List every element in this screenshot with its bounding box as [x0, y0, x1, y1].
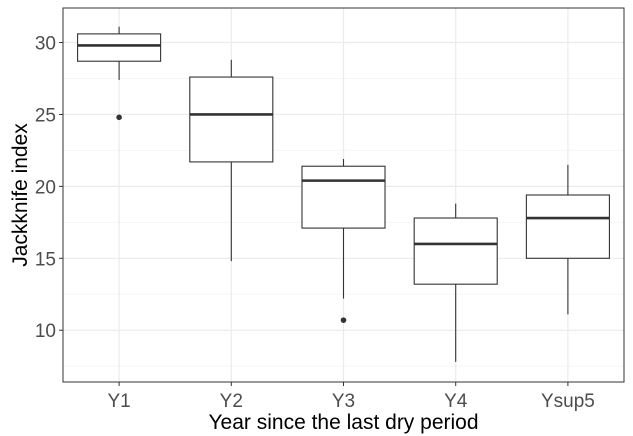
box-Y2 [189, 59, 274, 262]
y-tick-label: 15 [35, 249, 56, 270]
box-Y1 [77, 26, 162, 121]
x-tick-label: Ysup5 [541, 391, 595, 412]
y-tick-label: 30 [35, 34, 56, 55]
outlier-point [116, 114, 122, 121]
box-iqr [77, 33, 162, 62]
axis-ticks: 10 15 20 25 30 Y1 Y2 Y3 Y4 Ysup5 [35, 34, 595, 412]
x-tick-label: Y1 [107, 391, 130, 412]
y-tick-label: 25 [35, 105, 56, 126]
box-Y4 [413, 203, 498, 362]
y-tick-label: 10 [35, 321, 56, 342]
outlier-point [340, 317, 347, 323]
box-Y3 [301, 159, 386, 323]
x-tick-label: Y4 [444, 391, 468, 412]
box-iqr [189, 76, 274, 163]
box-iqr [413, 217, 498, 285]
boxplots [77, 26, 610, 362]
y-axis-title: Jackknife index [9, 123, 32, 267]
x-tick-label: Y2 [220, 391, 243, 412]
y-tick-label: 20 [35, 177, 56, 198]
box-iqr [525, 194, 610, 259]
box-Ysup5 [525, 164, 610, 315]
box-iqr [301, 165, 386, 229]
x-axis-title: Year since the last dry period [208, 411, 478, 434]
x-tick-label: Y3 [332, 391, 355, 412]
